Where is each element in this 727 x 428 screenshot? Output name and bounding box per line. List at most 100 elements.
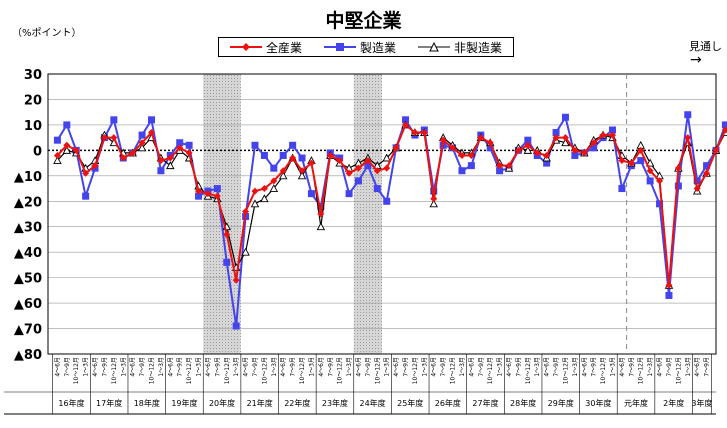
quarter-label: 10～12月 bbox=[525, 357, 532, 384]
data-point-manufacturing bbox=[402, 116, 410, 124]
data-point-total bbox=[326, 151, 334, 159]
data-point-non_manufacturing bbox=[561, 138, 570, 147]
data-point-manufacturing bbox=[458, 167, 466, 175]
data-point-manufacturing bbox=[656, 200, 664, 208]
data-point-total bbox=[561, 134, 569, 142]
quarter-label: 7～9月 bbox=[214, 357, 221, 377]
quarter-label: 7～9月 bbox=[290, 357, 297, 377]
data-point-total bbox=[467, 151, 475, 159]
data-point-non_manufacturing bbox=[297, 171, 307, 180]
quarter-label: 10～12月 bbox=[412, 357, 419, 384]
data-point-non_manufacturing bbox=[260, 194, 269, 203]
quarter-label: 1～3月 bbox=[196, 357, 203, 377]
data-point-manufacturing bbox=[270, 164, 278, 172]
quarter-label: 4～6月 bbox=[694, 357, 701, 377]
data-point-manufacturing bbox=[637, 157, 645, 165]
data-point-manufacturing bbox=[176, 139, 184, 147]
quarter-label: 7～9月 bbox=[478, 357, 485, 377]
quarter-label: 10～12月 bbox=[675, 357, 682, 384]
data-point-total bbox=[157, 157, 165, 165]
data-point-manufacturing bbox=[53, 136, 61, 144]
data-point-total bbox=[373, 167, 381, 175]
quarter-label: 1～3月 bbox=[158, 357, 165, 377]
y-tick-label: ▲60 bbox=[14, 297, 42, 312]
data-point-total bbox=[279, 167, 287, 175]
data-point-manufacturing bbox=[383, 197, 391, 205]
quarter-label: 10～12月 bbox=[111, 357, 118, 384]
legend-item-total: 全産業 bbox=[229, 39, 302, 56]
data-point-total bbox=[580, 149, 588, 157]
data-point-total bbox=[251, 187, 259, 195]
data-point-total bbox=[524, 141, 532, 149]
quarter-label: 1～3月 bbox=[610, 357, 617, 377]
quarter-label: 1～3月 bbox=[384, 357, 391, 377]
data-point-non_manufacturing bbox=[645, 158, 655, 167]
data-point-total bbox=[430, 195, 438, 203]
quarter-label: 7～9月 bbox=[101, 357, 108, 377]
y-tick-label: ▲80 bbox=[14, 348, 42, 363]
quarter-label: 4～6月 bbox=[581, 357, 588, 377]
data-point-total bbox=[298, 167, 306, 175]
legend-swatch-non-manufacturing bbox=[417, 42, 450, 52]
data-point-manufacturing bbox=[609, 126, 617, 134]
data-point-manufacturing bbox=[467, 162, 475, 170]
data-point-non_manufacturing bbox=[316, 222, 326, 231]
data-point-total bbox=[289, 154, 297, 162]
data-point-total bbox=[270, 177, 278, 185]
data-point-manufacturing bbox=[571, 151, 579, 159]
quarter-label: 1～3月 bbox=[421, 357, 428, 377]
data-point-total bbox=[665, 281, 673, 289]
data-point-total bbox=[232, 276, 240, 284]
quarter-label: 4～6月 bbox=[506, 357, 513, 377]
y-tick-label: ▲50 bbox=[14, 272, 42, 287]
quarter-label: 10～12月 bbox=[562, 357, 569, 384]
y-axis-unit: （%ポイント） bbox=[12, 28, 82, 39]
data-point-total bbox=[496, 162, 504, 170]
data-point-manufacturing bbox=[703, 162, 711, 170]
quarter-label: 4～6月 bbox=[318, 357, 325, 377]
y-tick-label: 10 bbox=[24, 119, 42, 134]
data-point-total bbox=[223, 230, 231, 238]
quarter-label: 4～6月 bbox=[280, 357, 287, 377]
year-label: 27年度 bbox=[472, 398, 498, 408]
data-point-manufacturing bbox=[213, 185, 221, 193]
quarter-label: 10～12月 bbox=[186, 357, 193, 384]
data-point-total bbox=[637, 146, 645, 154]
quarter-label: 10～12月 bbox=[299, 357, 306, 384]
quarter-label: 7～9月 bbox=[139, 357, 146, 377]
quarter-label: 4～6月 bbox=[355, 357, 362, 377]
chart-title: 中堅企業 bbox=[325, 10, 402, 32]
data-point-manufacturing bbox=[693, 177, 701, 185]
data-point-total bbox=[684, 134, 692, 142]
y-tick-label: ▲30 bbox=[14, 221, 42, 236]
data-point-manufacturing bbox=[486, 144, 494, 152]
data-point-non_manufacturing bbox=[62, 145, 72, 154]
quarter-label: 7～9月 bbox=[591, 357, 598, 377]
data-point-total bbox=[63, 141, 71, 149]
data-point-total bbox=[721, 126, 727, 134]
data-point-total bbox=[307, 159, 315, 167]
quarter-label: 1～3月 bbox=[271, 357, 278, 377]
legend-swatch-total bbox=[229, 43, 262, 51]
data-point-manufacturing bbox=[524, 136, 532, 144]
year-label: 23年度 bbox=[322, 398, 348, 408]
quarter-label: 7～9月 bbox=[704, 357, 711, 377]
data-point-total bbox=[439, 136, 447, 144]
legend: 全産業 製造業 非製造業 bbox=[218, 37, 514, 57]
data-point-total bbox=[242, 207, 250, 215]
quarter-label: 10～12月 bbox=[148, 357, 155, 384]
data-point-non_manufacturing bbox=[429, 199, 438, 208]
quarter-label: 4～6月 bbox=[431, 357, 438, 377]
quarter-label: 10～12月 bbox=[374, 357, 381, 384]
data-point-non_manufacturing bbox=[523, 145, 533, 154]
quarter-label: 10～12月 bbox=[450, 357, 457, 384]
y-tick-label: ▲20 bbox=[14, 195, 42, 210]
data-point-manufacturing bbox=[223, 258, 231, 266]
data-point-total bbox=[260, 185, 268, 193]
quarter-label: 10～12月 bbox=[337, 357, 344, 384]
quarter-label: 4～6月 bbox=[468, 357, 475, 377]
data-point-total bbox=[609, 131, 617, 139]
data-point-non_manufacturing bbox=[278, 171, 288, 180]
data-point-total bbox=[204, 190, 212, 198]
legend-item-non-manufacturing: 非製造業 bbox=[417, 39, 502, 56]
